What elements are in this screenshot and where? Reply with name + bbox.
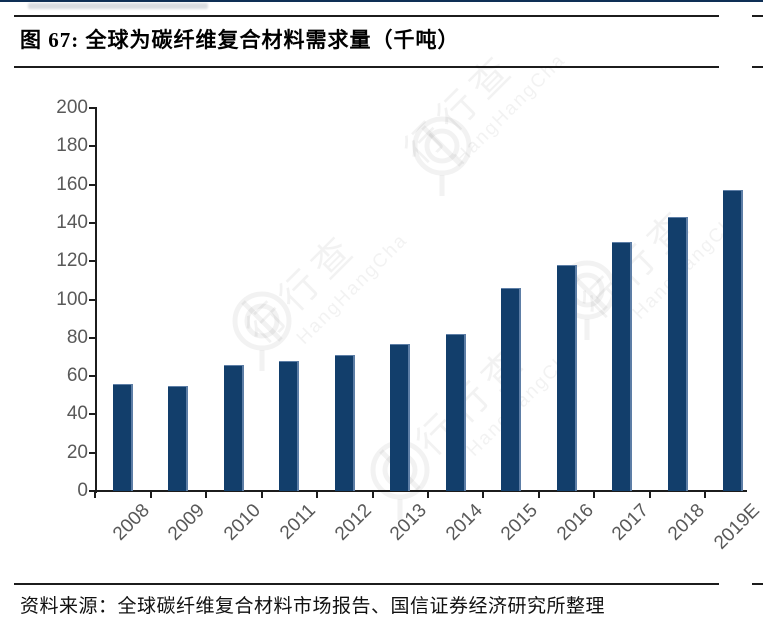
x-axis-tick [371,492,374,498]
top-accent-bar [0,0,763,2]
y-axis-label: 60 [66,365,88,387]
x-axis-label-2016: 2016 [552,500,598,545]
x-axis-tick [648,492,651,498]
x-axis-label-2012: 2012 [330,500,376,545]
x-axis-label-2011: 2011 [276,500,321,544]
x-axis-label-2008: 2008 [109,500,154,545]
y-axis-tick [89,221,96,224]
cropped-text-remnant [28,3,208,9]
bar-2014 [445,333,466,491]
y-axis-label: 160 [56,173,88,195]
x-axis-line [89,490,747,492]
x-axis-tick [593,492,596,498]
x-axis-tick [426,492,429,498]
y-axis-label: 40 [66,403,88,425]
bar-2011 [279,360,300,491]
x-axis-tick [205,492,208,498]
y-axis-label: 180 [56,135,88,157]
x-axis-label-2019E: 2019E [710,500,763,554]
figure-title: 图 67: 全球为碳纤维复合材料需求量（千吨） [20,28,460,52]
bar-2015 [501,288,522,491]
y-axis-line [95,107,97,493]
x-axis-label-2010: 2010 [219,500,265,545]
bar-2016 [556,265,577,491]
x-axis-tick [482,492,485,498]
y-axis-label: 200 [56,97,88,118]
x-axis-tick [260,492,263,498]
y-axis-tick [89,336,96,339]
bar-2009 [168,385,189,491]
x-axis-label-2014: 2014 [441,500,487,545]
adjacent-column-rule-source [752,583,763,585]
bar-2017 [612,242,633,491]
y-axis-tick [89,260,96,263]
x-axis-tick [537,492,540,498]
x-axis-tick [149,492,152,498]
bar-2012 [334,355,355,491]
adjacent-column-rule-top [752,15,763,17]
y-axis-tick [89,298,96,301]
y-axis-label: 20 [66,441,88,463]
y-axis-tick [89,145,96,148]
x-axis-label-2018: 2018 [663,500,709,545]
bar-2013 [390,343,411,491]
y-axis-tick [89,451,96,454]
y-axis-label: 120 [56,250,88,272]
y-axis-tick [89,183,96,186]
title-rule-top [14,15,719,17]
x-axis-tick [316,492,319,498]
x-axis-label-2009: 2009 [164,500,210,545]
x-axis-label-2013: 2013 [386,500,432,545]
y-axis-label: 140 [56,211,88,233]
title-rule-bottom [14,66,719,68]
bar-2008 [113,383,133,491]
figure-source: 资料来源：全球碳纤维复合材料市场报告、国信证券经济研究所整理 [20,596,606,617]
source-rule [14,583,719,585]
y-axis-tick [89,107,96,109]
y-axis-tick [89,375,96,378]
y-axis-label: 80 [66,326,88,348]
y-axis-label: 100 [56,288,88,310]
x-axis-label-2017: 2017 [608,500,653,545]
bar-2010 [223,364,244,491]
bar-2018 [667,217,688,491]
x-axis-tick [94,492,97,498]
adjacent-column-rule-bottom [752,66,763,68]
bar-2019E [722,190,743,491]
x-axis-label-2015: 2015 [497,500,542,545]
y-axis-label: 0 [77,480,88,501]
y-axis-tick [89,413,96,416]
x-axis-tick [704,492,707,498]
